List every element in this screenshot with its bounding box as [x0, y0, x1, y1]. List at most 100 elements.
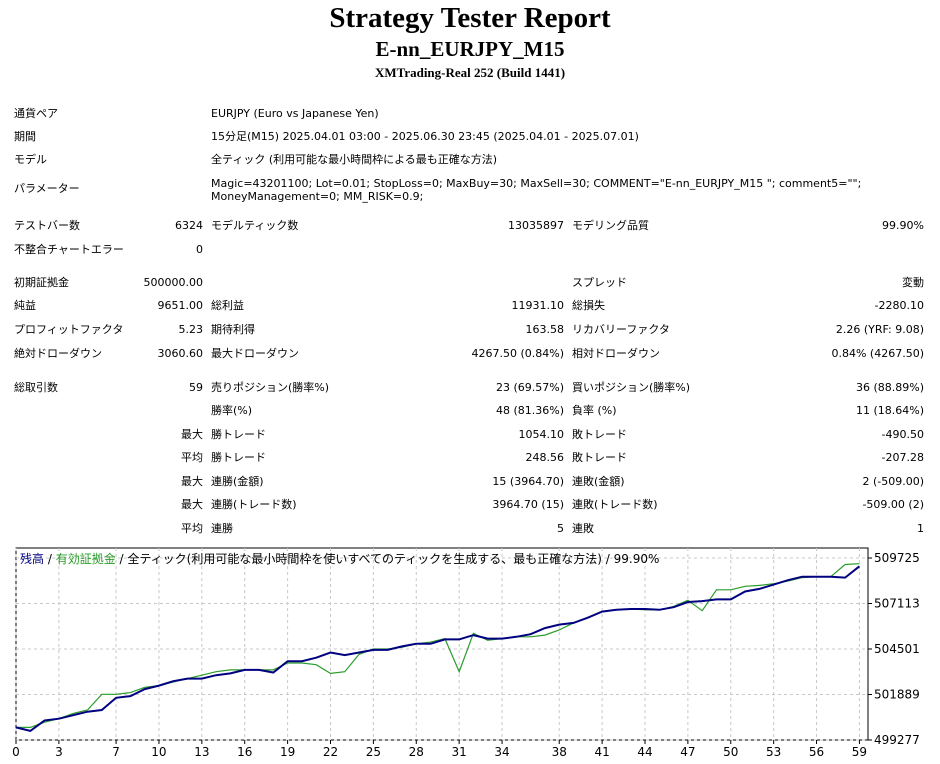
cons-win-count-label: 連勝(トレード数): [211, 498, 297, 511]
max-win-trade-value: 1054.10: [518, 428, 565, 441]
y-tick-label: 504501: [874, 642, 920, 656]
params-line-2: MoneyManagement=0; MM_RISK=0.9;: [211, 190, 424, 203]
avg-loss-trade-label: 敗トレード: [572, 451, 627, 464]
max-drawdown-label: 最大ドローダウン: [211, 347, 299, 360]
grid: [15, 548, 868, 741]
plot-frame: [15, 547, 869, 741]
symbol-value: EURJPY (Euro vs Japanese Yen): [211, 107, 379, 120]
ticks-label: モデルティック数: [211, 219, 299, 232]
legend-part-0: 残高: [20, 551, 44, 566]
avg-win-trade-label: 勝トレード: [211, 451, 266, 464]
spread-label: スプレッド: [572, 276, 627, 289]
model-value: 全ティック (利用可能な最小時間枠による最も正確な方法): [211, 153, 498, 166]
y-tick-label: 509725: [874, 551, 920, 565]
x-tick-label: 19: [280, 745, 295, 759]
expected-payoff-label: 期待利得: [211, 323, 255, 336]
x-tick-label: 28: [409, 745, 424, 759]
abs-drawdown-label: 絶対ドローダウン: [14, 347, 102, 360]
total-trades-label: 総取引数: [14, 381, 58, 394]
max-label-2: 最大: [181, 475, 203, 488]
report-title: Strategy Tester Report: [329, 2, 611, 34]
x-tick-label: 3: [55, 745, 63, 759]
x-tick-label: 34: [494, 745, 509, 759]
recovery-factor-value: 2.26 (YRF: 9.08): [835, 323, 924, 336]
legend-part-3: / 全ティック(利用可能な最小時間枠を使いすべてのティックを生成する、最も正確な…: [116, 551, 660, 566]
avg-label-2: 平均: [181, 522, 203, 535]
net-profit-label: 純益: [14, 299, 36, 312]
x-tick-label: 25: [366, 745, 381, 759]
legend-part-1: /: [44, 552, 56, 566]
avg-loss-trade-value: -207.28: [881, 451, 924, 464]
win-rate-label: 勝率(%): [211, 404, 253, 417]
deposit-value: 500000.00: [143, 276, 204, 289]
cons-loss-count-value: -509.00 (2): [862, 498, 924, 511]
y-ticks: 499277 501889 504501 507113 509725: [868, 551, 920, 747]
max-label: 最大: [181, 428, 203, 441]
legend-part-2: 有効証拠金: [56, 551, 116, 566]
symbol-label: 通貨ペア: [14, 107, 58, 120]
loss-rate-label: 負率 (%): [572, 404, 617, 417]
x-tick-label: 22: [323, 745, 338, 759]
ticks-value: 13035897: [508, 219, 564, 232]
gross-profit-value: 11931.10: [511, 299, 565, 312]
chart-legend: 残高 / 有効証拠金 / 全ティック(利用可能な最小時間枠を使いすべてのティック…: [20, 551, 659, 566]
gross-loss-value: -2280.10: [874, 299, 924, 312]
cons-loss-count-label: 連敗(トレード数): [572, 498, 658, 511]
x-tick-label: 41: [594, 745, 609, 759]
long-positions-label: 買いポジション(勝率%): [572, 381, 691, 394]
deposit-label: 初期証拠金: [14, 276, 69, 289]
avg-win-trade-value: 248.56: [525, 451, 565, 464]
avg-cons-win-value: 5: [557, 522, 564, 535]
x-ticks: 0 3 7 10 13 16 19 22 25 28 31 34 38 41 44 47 50 53 56 59: [12, 740, 867, 759]
x-tick-label: 44: [637, 745, 652, 759]
x-tick-label: 13: [194, 745, 209, 759]
max-loss-trade-label: 敗トレード: [572, 428, 627, 441]
short-positions-label: 売りポジション(勝率%): [211, 381, 330, 394]
x-tick-label: 59: [852, 745, 867, 759]
x-tick-label: 31: [452, 745, 467, 759]
model-label: モデル: [14, 153, 47, 166]
period-label: 期間: [14, 130, 36, 143]
server-build: XMTrading-Real 252 (Build 1441): [374, 65, 566, 80]
y-tick-label: 499277: [874, 733, 920, 747]
bars-label: テストバー数: [14, 219, 80, 232]
x-tick-label: 16: [237, 745, 252, 759]
cons-win-amount-value: 15 (3964.70): [492, 475, 564, 488]
long-positions-value: 36 (88.89%): [855, 381, 924, 394]
max-win-trade-label: 勝トレード: [211, 428, 266, 441]
short-positions-value: 23 (69.57%): [495, 381, 564, 394]
gross-profit-label: 総利益: [211, 299, 244, 312]
cons-win-amount-label: 連勝(金額): [211, 475, 264, 488]
max-label-3: 最大: [181, 498, 203, 511]
win-rate-value: 48 (81.36%): [495, 404, 564, 417]
bars-value: 6324: [175, 219, 203, 232]
x-tick-label: 38: [552, 745, 567, 759]
net-profit-value: 9651.00: [157, 299, 204, 312]
params-label: パラメーター: [14, 182, 80, 195]
x-tick-label: 56: [809, 745, 824, 759]
gross-loss-label: 総損失: [572, 299, 605, 312]
balance-line: [15, 565, 861, 732]
rel-drawdown-value: 0.84% (4267.50): [831, 347, 924, 360]
x-tick-label: 10: [151, 745, 166, 759]
x-tick-label: 0: [12, 745, 20, 759]
x-tick-label: 47: [680, 745, 695, 759]
x-tick-label: 50: [723, 745, 738, 759]
period-value: 15分足(M15) 2025.04.01 03:00 - 2025.06.30 …: [211, 130, 639, 143]
rel-drawdown-label: 相対ドローダウン: [572, 347, 660, 360]
mismatch-value: 0: [196, 243, 203, 256]
report-subtitle: E-nn_EURJPY_M15: [375, 37, 565, 61]
cons-win-count-value: 3964.70 (15): [492, 498, 564, 511]
params-line-1: Magic=43201100; Lot=0.01; StopLoss=0; Ma…: [211, 177, 862, 190]
quality-label: モデリング品質: [572, 219, 649, 232]
balance-chart: 残高 / 有効証拠金 / 全ティック(利用可能な最小時間枠を使いすべてのティック…: [12, 547, 920, 759]
x-tick-label: 53: [766, 745, 781, 759]
recovery-factor-label: リカバリーファクタ: [572, 323, 670, 336]
spread-value: 変動: [902, 276, 924, 289]
avg-cons-loss-value: 1: [917, 522, 924, 535]
x-tick-label: 7: [112, 745, 120, 759]
cons-loss-amount-value: 2 (-509.00): [862, 475, 924, 488]
total-trades-value: 59: [189, 381, 203, 394]
max-loss-trade-value: -490.50: [881, 428, 924, 441]
y-tick-label: 501889: [874, 688, 920, 702]
